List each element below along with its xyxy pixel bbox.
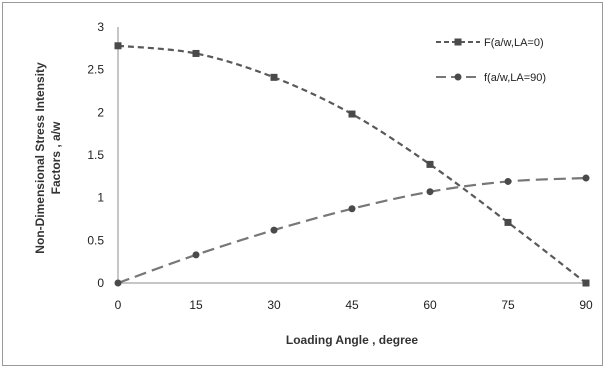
series-layer [114, 42, 590, 287]
legend-marker [454, 38, 462, 46]
y-axis-title-line-1: Non-Dimensional Stress Intensity [33, 62, 47, 254]
series-1 [114, 42, 590, 287]
data-point [426, 188, 434, 196]
data-point [114, 279, 122, 287]
data-point [348, 110, 356, 118]
data-point [192, 49, 200, 57]
y-axis-title-line-2: Factors , a/w [49, 121, 63, 194]
x-tick-label: 0 [115, 298, 122, 312]
legend-label: F(a/w,LA=0) [484, 37, 544, 49]
data-point [114, 42, 122, 50]
series-2 [114, 174, 590, 287]
y-tick-label: 1.5 [87, 148, 104, 162]
y-tick-label: 0 [97, 276, 104, 290]
x-tick-labels: 0 15 30 45 60 75 90 [115, 298, 593, 312]
y-tick-label: 1 [97, 191, 104, 205]
data-point [348, 205, 356, 213]
y-tick-label: 3 [97, 20, 104, 34]
series-2-line [117, 176, 587, 285]
legend-item-2: f(a/w,LA=90) [436, 72, 546, 84]
legend-marker [454, 73, 462, 81]
data-point [270, 73, 278, 81]
y-tick-label: 2 [97, 105, 104, 119]
data-point [192, 251, 200, 259]
y-tick-label: 2.5 [87, 63, 104, 77]
x-tick-label: 60 [423, 298, 437, 312]
x-tick-label: 30 [267, 298, 281, 312]
data-point [504, 218, 512, 226]
chart-frame [2, 2, 603, 366]
x-tick-label: 90 [579, 298, 593, 312]
legend-label: f(a/w,LA=90) [484, 72, 546, 84]
y-tick-label: 0.5 [87, 233, 104, 247]
legend: F(a/w,LA=0) f(a/w,LA=90) [436, 37, 546, 84]
data-point [504, 177, 512, 185]
x-tick-label: 45 [345, 298, 359, 312]
y-tick-labels: 0 0.5 1 1.5 2 2.5 3 [87, 20, 104, 290]
data-point [270, 226, 278, 234]
x-axis-title: Loading Angle , degree [286, 333, 419, 347]
axes [117, 27, 586, 284]
x-tick-label: 15 [189, 298, 203, 312]
legend-item-1: F(a/w,LA=0) [436, 37, 544, 49]
x-tick-label: 75 [501, 298, 515, 312]
data-point [582, 279, 590, 287]
data-point [426, 160, 434, 168]
data-point [582, 174, 590, 182]
